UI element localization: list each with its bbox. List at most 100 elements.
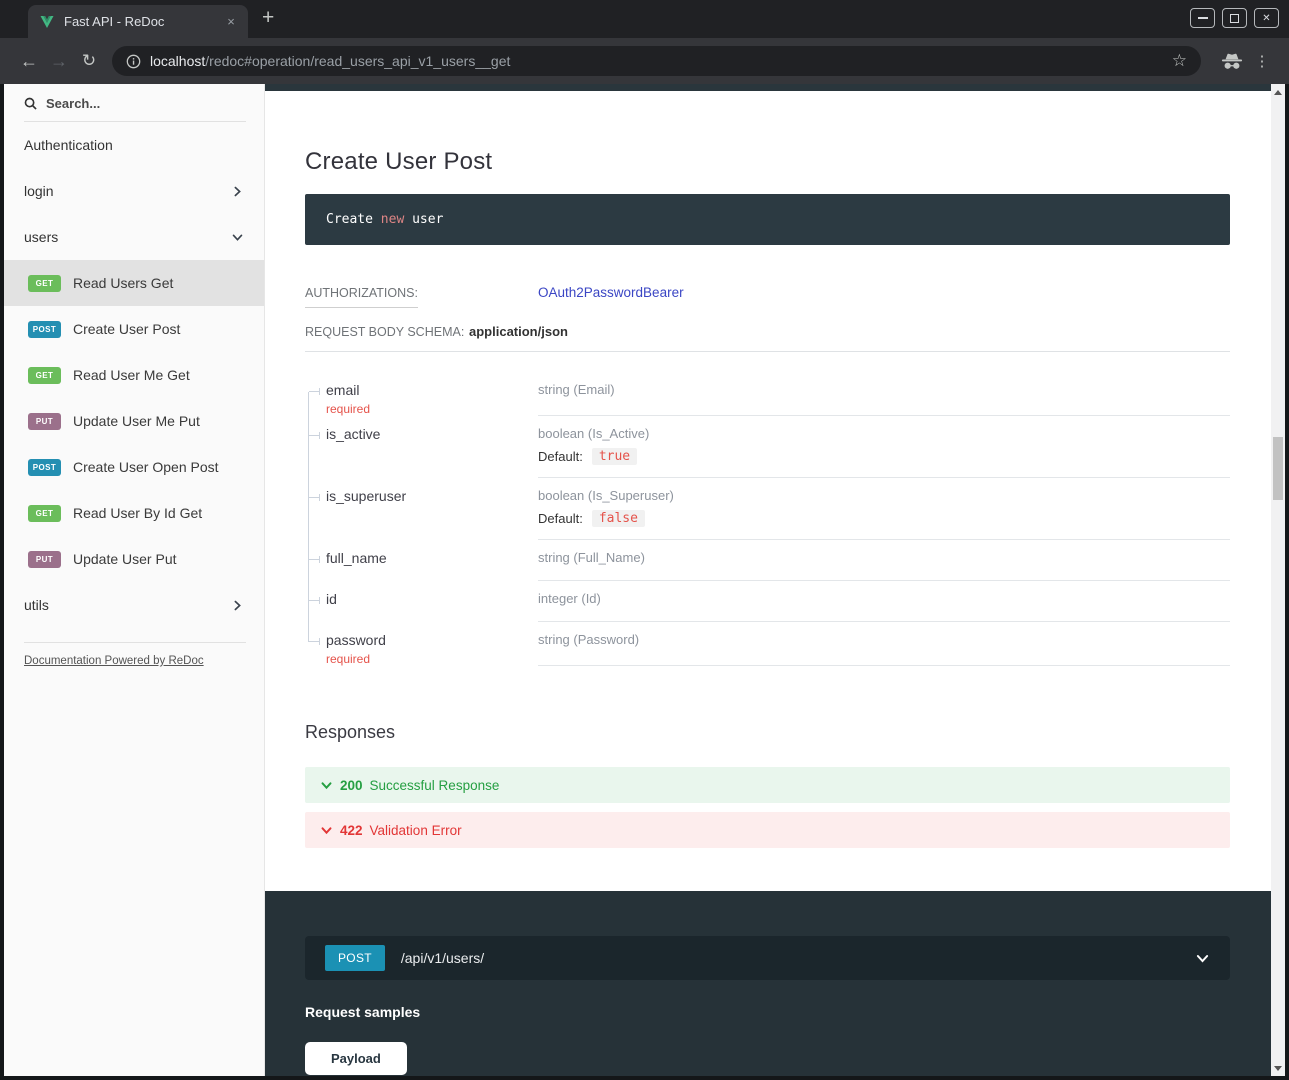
schema-row-password: password required string (Password) [305, 622, 1230, 666]
sidebar-item-read-users-get[interactable]: GET Read Users Get [4, 260, 264, 306]
field-name: id [326, 591, 337, 607]
scrollbar-thumb[interactable] [1273, 437, 1283, 500]
method-badge-get: GET [28, 274, 61, 292]
sidebar-item-users[interactable]: users [4, 214, 264, 260]
maximize-button[interactable] [1222, 8, 1247, 28]
tab-title: Fast API - ReDoc [64, 14, 165, 29]
tab-strip: Fast API - ReDoc × + ✕ [0, 0, 1289, 38]
response-422-banner[interactable]: 422 Validation Error [305, 812, 1230, 848]
endpoint-path: /api/v1/users/ [400, 950, 485, 966]
redoc-sidebar: Authentication login users GET Read User… [4, 84, 265, 1076]
keyword-new: new [380, 212, 405, 227]
site-info-icon[interactable] [126, 54, 141, 69]
sidebar-item-create-user-open-post[interactable]: POST Create User Open Post [4, 444, 264, 490]
schema-row-is-active: is_active boolean (Is_Active) Default: tr… [305, 416, 1230, 478]
authorizations-label: AUTHORIZATIONS: [305, 286, 538, 308]
field-type: string (Password) [538, 632, 640, 647]
method-badge-put: PUT [28, 550, 61, 568]
browser-toolbar: ← → ↻ localhost/redoc#operation/read_use… [0, 38, 1289, 84]
samples-panel: POST /api/v1/users/ Request samples Payl… [265, 891, 1271, 1076]
search-icon [24, 97, 37, 110]
tab-close-icon[interactable]: × [227, 13, 235, 29]
schema-row-email: email required string (Email) [305, 372, 1230, 416]
sidebar-item-update-user-me-put[interactable]: PUT Update User Me Put [4, 398, 264, 444]
bookmark-star-icon[interactable]: ☆ [1171, 51, 1187, 70]
page-scrollbar[interactable] [1271, 84, 1285, 1076]
operation-doc: Create User Post Create new user AUTHORI… [265, 91, 1271, 891]
method-badge-post: POST [28, 320, 61, 338]
reload-icon[interactable]: ↻ [81, 51, 97, 70]
page-title: Create User Post [305, 148, 493, 175]
sidebar-item-read-user-by-id-get[interactable]: GET Read User By Id Get [4, 490, 264, 536]
page-content: Authentication login users GET Read User… [0, 84, 1289, 1080]
schema-row-full-name: full_name string (Full_Name) [305, 540, 1230, 581]
method-badge-get: GET [28, 504, 61, 522]
required-label: required [326, 402, 371, 416]
tree-connector [309, 638, 320, 645]
forward-icon[interactable]: → [50, 50, 68, 71]
oauth2-link[interactable]: OAuth2PasswordBearer [538, 285, 684, 300]
search-input[interactable] [46, 96, 216, 111]
response-code: 200 [340, 777, 363, 793]
default-value: true [591, 448, 638, 465]
request-samples-heading: Request samples [305, 1004, 421, 1020]
default-value: false [591, 510, 645, 527]
chevron-down-icon [321, 826, 332, 834]
browser-menu-icon[interactable]: ⋮ [1254, 53, 1270, 70]
field-type: boolean (Is_Active) [538, 426, 650, 441]
sidebar-item-update-user-put[interactable]: PUT Update User Put [4, 536, 264, 582]
field-type: string (Full_Name) [538, 550, 645, 565]
scrollbar-down-arrow[interactable] [1271, 1061, 1285, 1075]
url-path: /redoc#operation/read_users_api_v1_users… [205, 53, 511, 69]
request-body-row: REQUEST BODY SCHEMA: application/json [305, 324, 1230, 352]
request-endpoint-bar[interactable]: POST /api/v1/users/ [305, 936, 1230, 980]
chevron-right-icon [234, 186, 241, 196]
chevron-right-icon [234, 600, 241, 610]
url-host: localhost [150, 53, 206, 69]
window-controls: ✕ [1190, 8, 1279, 28]
response-text: Validation Error [369, 822, 462, 838]
payload-tab[interactable]: Payload [305, 1042, 407, 1075]
response-code: 422 [340, 822, 363, 838]
default-label: Default: [538, 449, 583, 464]
redoc-attribution-link[interactable]: Documentation Powered by ReDoc [24, 655, 204, 667]
scrollbar-up-arrow[interactable] [1271, 85, 1285, 99]
tree-connector [309, 556, 320, 563]
method-badge-put: PUT [28, 412, 61, 430]
schema-table: email required string (Email) is_active … [305, 372, 1230, 666]
close-button[interactable]: ✕ [1254, 8, 1279, 28]
browser-tab[interactable]: Fast API - ReDoc × [28, 5, 248, 38]
search-row [24, 96, 246, 122]
request-body-content-type: application/json [469, 324, 568, 339]
field-name: is_superuser [326, 488, 407, 504]
tree-connector [309, 432, 320, 439]
sidebar-item-login[interactable]: login [4, 168, 264, 214]
minimize-button[interactable] [1190, 8, 1215, 28]
previous-section-strip [265, 84, 1271, 91]
address-bar[interactable]: localhost/redoc#operation/read_users_api… [112, 46, 1201, 76]
sidebar-item-authentication[interactable]: Authentication [24, 137, 113, 153]
operation-panel: Create User Post Create new user AUTHORI… [265, 84, 1271, 1076]
field-name: full_name [326, 550, 387, 566]
back-icon[interactable]: ← [20, 50, 38, 71]
sidebar-divider [24, 642, 246, 643]
sidebar-item-create-user-post[interactable]: POST Create User Post [4, 306, 264, 352]
redoc-favicon-icon [40, 15, 54, 28]
sidebar-item-read-user-me-get[interactable]: GET Read User Me Get [4, 352, 264, 398]
response-text: Successful Response [369, 777, 500, 793]
default-label: Default: [538, 511, 583, 526]
response-200-banner[interactable]: 200 Successful Response [305, 767, 1230, 803]
field-type: integer (Id) [538, 591, 601, 606]
required-label: required [326, 652, 371, 666]
chevron-down-icon [321, 781, 332, 789]
incognito-icon [1221, 53, 1243, 70]
request-body-label: REQUEST BODY SCHEMA: [305, 325, 465, 339]
new-tab-button[interactable]: + [262, 6, 275, 29]
responses-heading: Responses [305, 722, 396, 742]
sidebar-item-utils[interactable]: utils [4, 582, 264, 628]
field-name: password [326, 632, 386, 648]
tree-connector [309, 494, 320, 501]
tree-connector [309, 388, 320, 395]
chevron-down-icon [232, 234, 243, 241]
